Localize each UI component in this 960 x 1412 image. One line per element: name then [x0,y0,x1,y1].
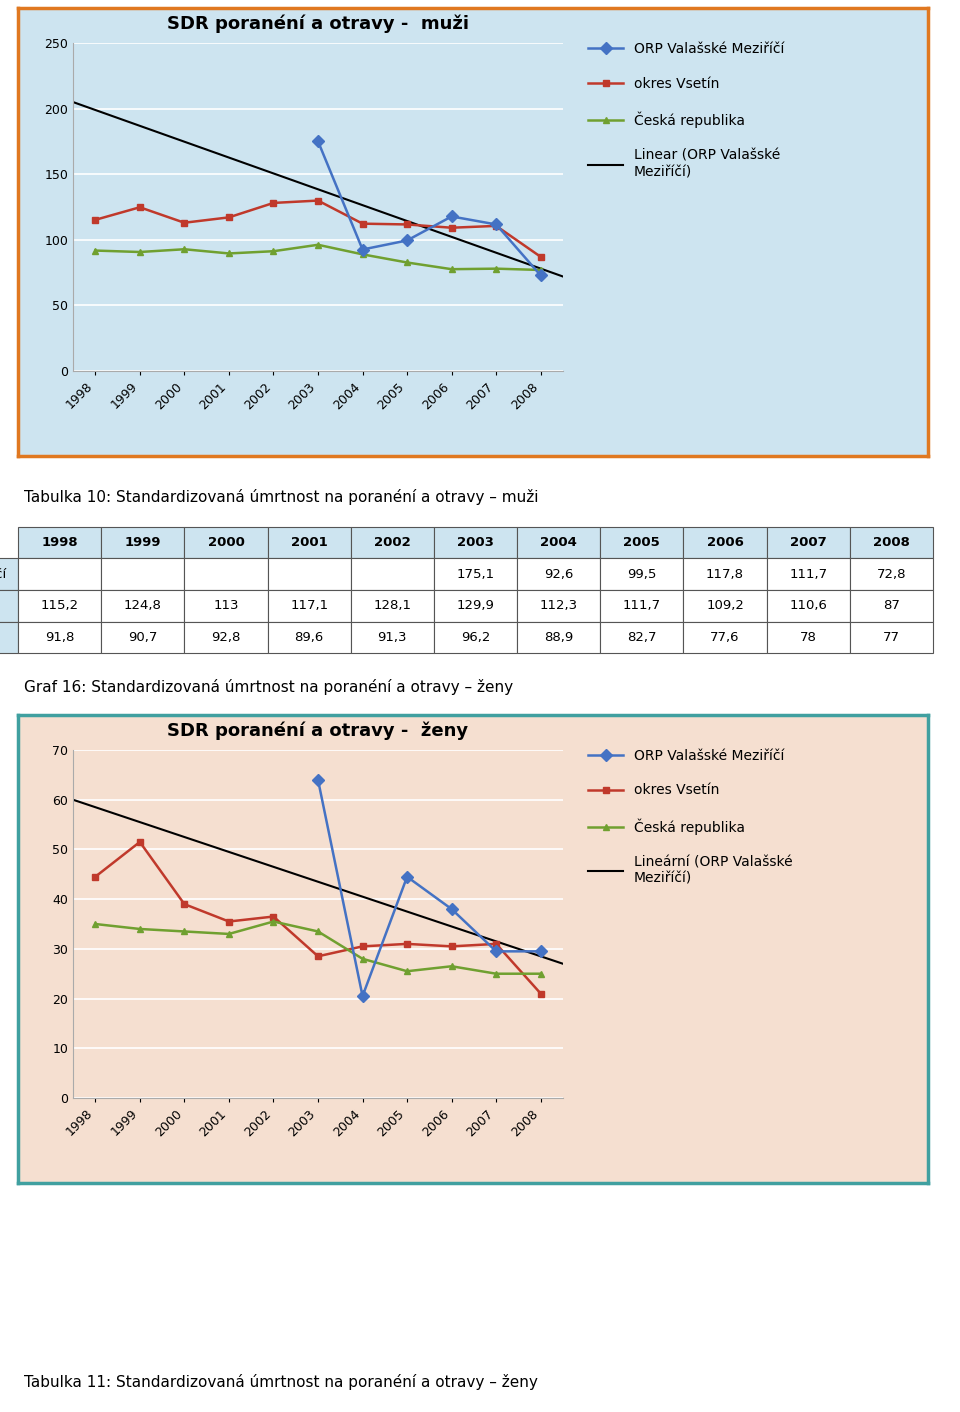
Legend: ORP Valašské Meziříčí, okres Vsetín, Česká republika, Linear (ORP Valašské
Meziř: ORP Valašské Meziříčí, okres Vsetín, Čes… [583,37,790,185]
Text: Tabulka 11: Standardizovaná úmrtnost na poranéní a otravy – ženy: Tabulka 11: Standardizovaná úmrtnost na … [24,1374,538,1389]
Text: Tabulka 10: Standardizovaná úmrtnost na poranéní a otravy – muži: Tabulka 10: Standardizovaná úmrtnost na … [24,489,539,505]
Legend: ORP Valašské Meziříčí, okres Vsetín, Česká republika, Lineární (ORP Valašské
Mez: ORP Valašské Meziříčí, okres Vsetín, Čes… [583,743,798,891]
Title: SDR poranéní a otravy -  muži: SDR poranéní a otravy - muži [167,14,469,32]
Title: SDR poranéní a otravy -  ženy: SDR poranéní a otravy - ženy [167,722,468,740]
Text: Graf 16: Standardizovaná úmrtnost na poranéní a otravy – ženy: Graf 16: Standardizovaná úmrtnost na por… [24,679,514,695]
